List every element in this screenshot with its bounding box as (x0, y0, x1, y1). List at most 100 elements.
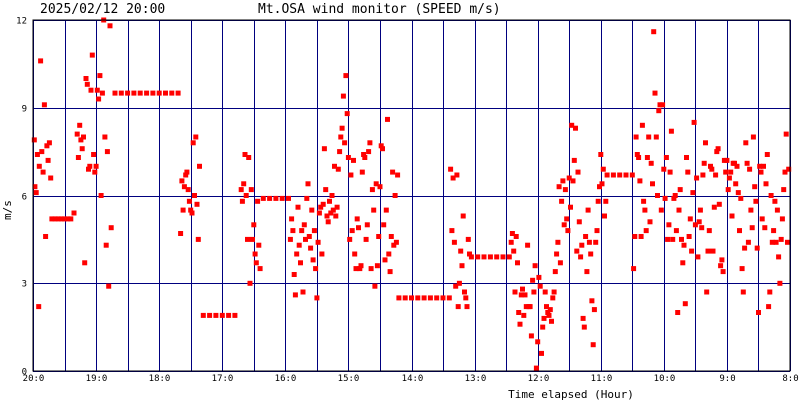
data-point (591, 307, 597, 313)
data-point (91, 152, 97, 157)
data-point (352, 251, 358, 257)
data-point (653, 134, 659, 140)
data-point (530, 277, 536, 283)
data-point (241, 181, 247, 187)
data-point (290, 228, 296, 234)
data-point (520, 286, 525, 292)
data-point (374, 263, 380, 269)
data-point (88, 87, 94, 93)
data-point (517, 321, 523, 327)
data-point (509, 231, 515, 236)
data-point (560, 178, 566, 184)
data-point (764, 152, 770, 157)
data-point (508, 239, 514, 245)
data-point (500, 254, 506, 260)
data-point (679, 236, 684, 242)
data-point (782, 169, 788, 175)
data-point (742, 245, 748, 251)
data-point (460, 213, 466, 219)
timestamp-label: 2025/02/12 20:00 (40, 2, 165, 17)
data-point (568, 204, 573, 210)
data-point (446, 295, 452, 301)
data-point (82, 260, 88, 266)
data-point (367, 140, 373, 146)
data-point (544, 304, 549, 310)
data-point (564, 216, 570, 222)
data-point (660, 102, 666, 108)
data-point (415, 295, 421, 301)
data-point (52, 216, 58, 222)
data-point (676, 207, 682, 213)
data-point (459, 263, 465, 269)
data-point (456, 280, 462, 286)
data-point (242, 152, 248, 157)
data-point (137, 90, 143, 96)
data-point (190, 140, 196, 146)
data-point (566, 175, 572, 181)
data-point (361, 152, 367, 157)
y-tick-label: 3 (22, 280, 27, 290)
data-point (681, 242, 687, 248)
data-point (715, 146, 721, 152)
data-point (87, 163, 93, 169)
data-point (311, 228, 317, 234)
data-point (749, 225, 755, 231)
data-point (246, 155, 252, 160)
data-point (104, 149, 110, 155)
data-point (481, 254, 487, 260)
data-point (390, 169, 396, 175)
data-point (106, 283, 112, 289)
data-point (692, 222, 698, 228)
data-point (200, 312, 206, 318)
data-point (732, 160, 737, 166)
data-point (550, 295, 556, 301)
data-point (409, 295, 414, 301)
data-point (102, 134, 108, 140)
data-point (248, 187, 254, 193)
data-point (396, 295, 402, 301)
data-point (706, 228, 712, 234)
x-tick-label: 14:0 (402, 374, 424, 384)
data-point (786, 166, 792, 172)
data-point (78, 137, 84, 143)
data-point (515, 260, 520, 266)
data-point (513, 234, 519, 239)
data-point (584, 269, 590, 275)
data-point (735, 190, 741, 196)
data-point (743, 140, 749, 146)
data-point (62, 216, 67, 222)
data-point (694, 175, 700, 181)
data-point (40, 169, 46, 175)
data-point (762, 225, 768, 231)
data-point (585, 207, 591, 213)
data-point (583, 234, 589, 239)
data-point (658, 207, 664, 213)
data-point (652, 90, 658, 96)
data-point (699, 225, 705, 231)
data-point (194, 201, 200, 207)
data-point (581, 324, 587, 330)
data-point (338, 134, 344, 140)
data-point (392, 193, 398, 198)
data-point (599, 181, 605, 187)
data-point (603, 198, 609, 204)
data-point (518, 292, 524, 298)
data-point (251, 222, 257, 228)
data-point (757, 163, 763, 169)
data-point (776, 254, 782, 260)
data-point (533, 365, 539, 371)
data-point (532, 263, 538, 269)
data-point (522, 292, 528, 298)
data-point (546, 312, 552, 318)
data-point (96, 96, 102, 102)
data-point (744, 160, 750, 166)
data-point (286, 195, 291, 201)
data-point (342, 140, 348, 146)
data-point (347, 236, 353, 242)
data-point (369, 187, 375, 193)
data-point (565, 228, 571, 234)
data-point (219, 312, 225, 318)
data-point (685, 169, 691, 175)
data-point (183, 172, 189, 178)
